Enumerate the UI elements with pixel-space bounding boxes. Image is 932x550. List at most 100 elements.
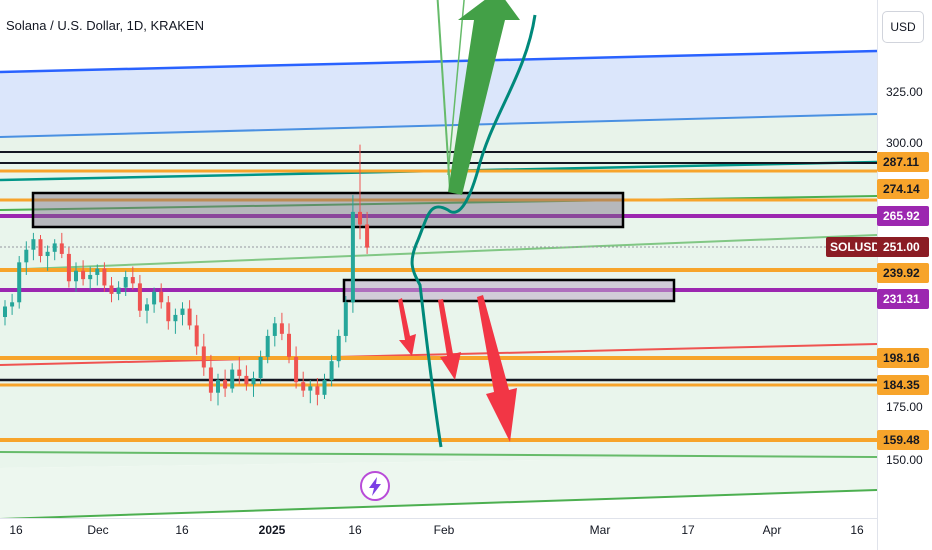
red-down-arrow-2[interactable] [438, 299, 461, 380]
x-tick: 16 [850, 523, 864, 537]
blue-trendline[interactable] [0, 113, 877, 138]
candle-body [159, 291, 164, 303]
red-down-arrow-3[interactable] [477, 295, 517, 442]
candle-body [31, 239, 36, 250]
candle-body [358, 211, 362, 225]
candle-body [201, 346, 206, 368]
y-tick: 175.00 [886, 400, 923, 414]
candle-body [45, 251, 50, 257]
candle-body [223, 380, 228, 389]
price-label-last: 251.00 [877, 237, 929, 257]
candle-body [59, 243, 64, 254]
green-trendline-1[interactable] [0, 195, 877, 211]
candle-body [173, 314, 178, 322]
candle-body [208, 367, 213, 393]
green-guide-line-2 [447, 0, 465, 176]
candle-body [109, 285, 114, 294]
symbol-title[interactable]: Solana / U.S. Dollar, 1D, KRAKEN [6, 18, 204, 33]
candle-body [116, 287, 121, 294]
price-label-287: 287.11 [877, 152, 929, 172]
green-trendline-2[interactable] [0, 234, 877, 271]
candle-body [74, 270, 78, 282]
y-tick: 325.00 [886, 85, 923, 99]
green-guide-line [436, 0, 451, 191]
candle-body [308, 386, 313, 391]
lightning-badge-icon[interactable] [360, 471, 390, 501]
price-label-239: 239.92 [877, 263, 929, 283]
candle-body [258, 356, 263, 378]
green-trendline-3[interactable] [0, 451, 877, 458]
candle-body [287, 333, 291, 357]
candle-body [329, 361, 334, 381]
green-zone-fill [0, 114, 877, 154]
candle-body [180, 308, 185, 315]
candle-body [130, 277, 135, 284]
blue-channel-fill [0, 51, 877, 137]
candle-body [24, 249, 29, 263]
upper-resistance-box[interactable] [31, 191, 625, 229]
red-down-arrow-1[interactable] [398, 298, 416, 356]
x-tick: Mar [589, 523, 611, 537]
candle-body [66, 253, 71, 282]
candle-body [95, 268, 100, 275]
candle-body [166, 302, 171, 322]
candle-body [88, 274, 93, 280]
candle-body [365, 224, 370, 248]
x-tick: 2025 [258, 523, 286, 537]
chart-plot-area[interactable] [0, 0, 877, 518]
candle-body [10, 302, 15, 307]
projection-curve[interactable] [410, 14, 537, 448]
candle-body [279, 323, 284, 334]
candle-body [322, 380, 327, 395]
candle-body [81, 270, 86, 280]
upper-trendline[interactable] [0, 49, 877, 74]
x-tick: 16 [175, 523, 189, 537]
price-label-231: 231.31 [877, 289, 929, 309]
lower-channel-fill [0, 455, 877, 518]
candle-body [272, 323, 277, 336]
x-tick: 16 [348, 523, 362, 537]
price-label-198: 198.16 [877, 348, 929, 368]
candle-body [244, 375, 249, 385]
x-tick: Dec [87, 523, 109, 537]
candle-body [187, 308, 192, 326]
candle-body [137, 283, 142, 311]
candle-body [237, 369, 242, 376]
price-label-159: 159.48 [877, 430, 929, 450]
x-tick: Apr [762, 523, 782, 537]
candle-body [102, 268, 107, 286]
candle-body [123, 277, 128, 288]
candle-body [301, 382, 306, 391]
candle-body [315, 386, 320, 395]
candle-body [52, 243, 57, 252]
lower-support-box[interactable] [342, 278, 676, 303]
price-label-265: 265.92 [877, 206, 929, 226]
candle-body [38, 239, 43, 257]
y-tick: 150.00 [886, 453, 923, 467]
candle-body [216, 380, 220, 393]
x-tick: 17 [681, 523, 695, 537]
candle-body [152, 291, 157, 305]
candle-body [194, 325, 199, 347]
price-label-184: 184.35 [877, 375, 929, 395]
x-tick: 16 [9, 523, 23, 537]
time-axis-divider [0, 518, 877, 519]
candle-body [145, 304, 149, 311]
candles-group [3, 144, 370, 406]
currency-button[interactable]: USD [882, 11, 924, 43]
candle-body [251, 377, 256, 385]
green-up-arrow[interactable] [448, 0, 520, 195]
price-label-274: 274.14 [877, 179, 929, 199]
candle-body [17, 262, 22, 303]
candle-body [336, 335, 341, 362]
candle-body [230, 369, 235, 389]
red-trendline[interactable] [0, 343, 877, 366]
candle-body [294, 356, 299, 383]
candle-body [3, 306, 7, 318]
y-tick: 300.00 [886, 136, 923, 150]
candle-body [343, 302, 348, 336]
green-trendline-4[interactable] [0, 489, 877, 518]
candle-body [265, 335, 270, 357]
candle-body [350, 211, 355, 303]
